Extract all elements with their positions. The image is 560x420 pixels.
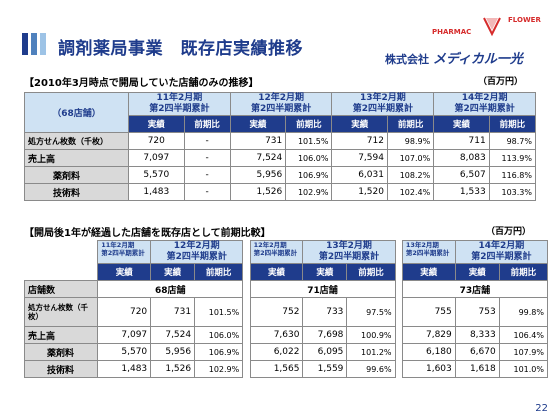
store-count-label: （68店舗） bbox=[23, 92, 130, 133]
table-row: 技術料 1,483 - 1,526 102.9% 1,520 102.4% 1,… bbox=[23, 183, 537, 201]
pharmacy-flower-logo: PHARMAC FLOWER bbox=[432, 16, 541, 37]
section2-table: 11年2月期 第2四半期累計 12年2月期 第2四半期累計 12年2月期 第2四半期累… bbox=[23, 240, 549, 378]
col-yoy: 前期比 bbox=[183, 115, 231, 133]
period-header: 14年2月期 第2四半期累計 bbox=[433, 92, 536, 116]
page-title: 調剤薬局事業 既存店実績推移 bbox=[58, 39, 303, 59]
col-yoy: 前期比 bbox=[488, 115, 537, 133]
col-actual: 実績 bbox=[128, 115, 185, 133]
page-number: 22 bbox=[535, 403, 548, 414]
col-yoy: 前期比 bbox=[285, 115, 333, 133]
period-header: 12年2月期 第2四半期累計 bbox=[229, 92, 333, 116]
title-decoration bbox=[22, 33, 48, 55]
table-row: 処方せん枚数（千枚） 720 - 731 101.5% 712 98.9% 71… bbox=[23, 132, 537, 150]
table-row: 技術料 1,483 1,526 102.9% 1,565 1,559 99.6%… bbox=[23, 360, 549, 378]
section1-unit: （百万円） bbox=[478, 77, 524, 87]
col-yoy: 前期比 bbox=[386, 115, 435, 133]
table-row: 売上高 7,097 - 7,524 106.0% 7,594 107.0% 8,… bbox=[23, 149, 537, 167]
section1-table: （68店舗） 11年2月期 第2四半期累計 12年2月期 第2四半期累計 13年2月… bbox=[23, 92, 537, 201]
period-header: 13年2月期 第2四半期累計 bbox=[331, 92, 435, 116]
table-row: 売上高 7,097 7,524 106.0% 7,630 7,698 100.9… bbox=[23, 326, 549, 344]
col-actual: 実績 bbox=[229, 115, 287, 133]
section1-title: 【2010年3月時点で開局していた店舗のみの推移】 bbox=[24, 78, 259, 89]
period-header: 11年2月期 第2四半期累計 bbox=[128, 92, 231, 116]
col-actual: 実績 bbox=[331, 115, 388, 133]
col-actual: 実績 bbox=[433, 115, 490, 133]
store-count-row: 店舗数 68店舗 71店舗 73店舗 bbox=[23, 280, 549, 298]
section2-title: 【開局後1年が経過した店舗を既存店として前期比較】 bbox=[24, 228, 271, 239]
table-row: 薬剤料 5,570 - 5,956 106.9% 6,031 108.2% 6,… bbox=[23, 166, 537, 184]
table-row: 処方せん枚数（千枚） 720 731 101.5% 752 733 97.5% … bbox=[23, 297, 549, 327]
company-name: 株式会社 メディカル一光 bbox=[385, 52, 523, 67]
table-row: 薬剤料 5,570 5,956 106.9% 6,022 6,095 101.2… bbox=[23, 343, 549, 361]
section2-unit: （百万円） bbox=[486, 227, 532, 237]
